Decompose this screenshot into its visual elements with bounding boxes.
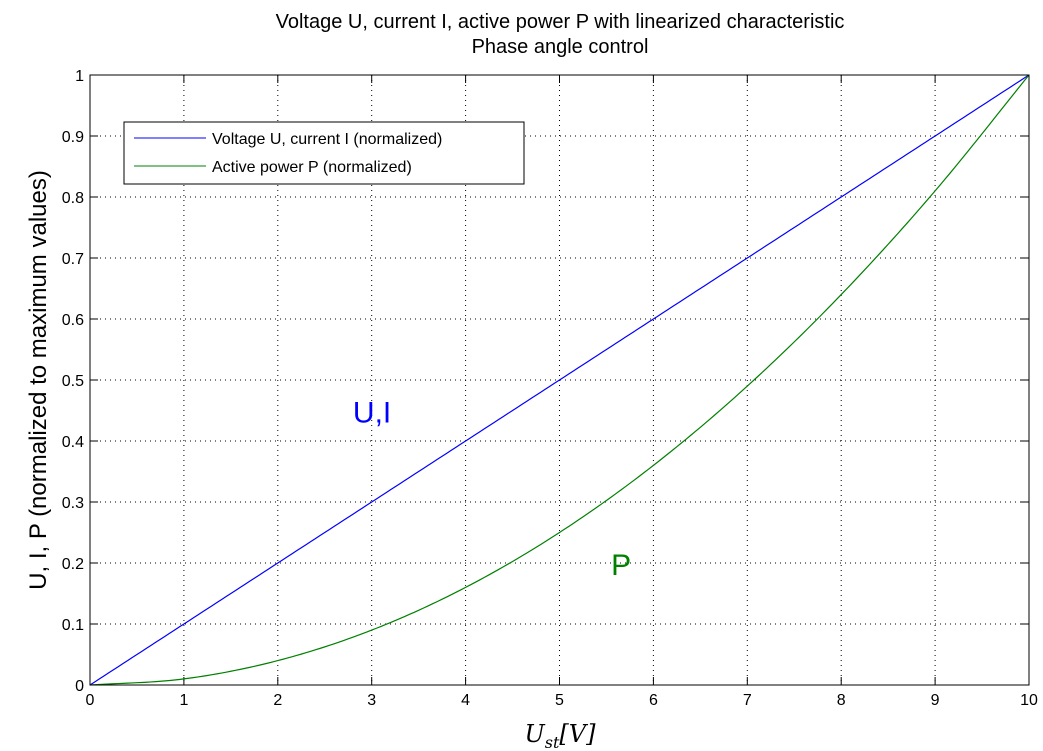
x-tick-label: 8 <box>837 692 846 709</box>
legend-label-voltage-current: Voltage U, current I (normalized) <box>212 131 442 148</box>
x-axis-label-subscript: st <box>545 733 560 751</box>
x-tick-label: 7 <box>743 692 752 709</box>
series-line-voltage-current <box>89 74 1030 686</box>
series-line-active-power <box>89 74 1030 686</box>
x-tick-label: 3 <box>367 692 376 709</box>
y-tick-label: 0.9 <box>62 129 84 146</box>
y-tick-label: 0.6 <box>62 312 84 329</box>
y-tick-label: 0.4 <box>62 434 84 451</box>
x-axis-label-unit: [V] <box>559 720 596 748</box>
legend: Voltage U, current I (normalized) Active… <box>123 121 525 185</box>
x-tick-label: 5 <box>555 692 564 709</box>
tick-labels: 0 1 2 3 4 5 6 7 8 9 10 0 0.1 0.2 0.3 0.4 0.5 0.6 0.7 0.8 0.9… <box>62 68 1038 709</box>
x-axis-label-main: U <box>525 720 546 748</box>
y-tick-label: 1 <box>75 68 84 85</box>
x-tick-label: 0 <box>86 692 95 709</box>
y-tick-label: 0.1 <box>62 617 84 634</box>
y-tick-label: 0.8 <box>62 190 84 207</box>
annotation-ui: U,I <box>353 397 391 430</box>
chart-subtitle: Phase angle control <box>472 36 649 58</box>
y-tick-label: 0.7 <box>62 251 84 268</box>
x-tick-label: 10 <box>1020 692 1038 709</box>
annotation-p: P <box>611 549 631 582</box>
y-tick-label: 0.5 <box>62 373 84 390</box>
y-axis-label: U, I, P (normalized to maximum values) <box>25 170 52 590</box>
chart-title: Voltage U, current I, active power P wit… <box>276 11 845 33</box>
series-lines <box>89 74 1030 686</box>
y-tick-label: 0.3 <box>62 495 84 512</box>
x-tick-label: 2 <box>273 692 282 709</box>
y-tick-label: 0.2 <box>62 556 84 573</box>
y-tick-label: 0 <box>75 678 84 695</box>
x-axis-label: Ust[V] <box>525 720 597 751</box>
plot-area-frame <box>89 74 1030 686</box>
legend-box <box>123 121 525 185</box>
x-tick-label: 1 <box>179 692 188 709</box>
legend-label-active-power: Active power P (normalized) <box>212 159 412 176</box>
x-tick-label: 6 <box>649 692 658 709</box>
x-tick-label: 9 <box>931 692 940 709</box>
x-tick-label: 4 <box>461 692 470 709</box>
